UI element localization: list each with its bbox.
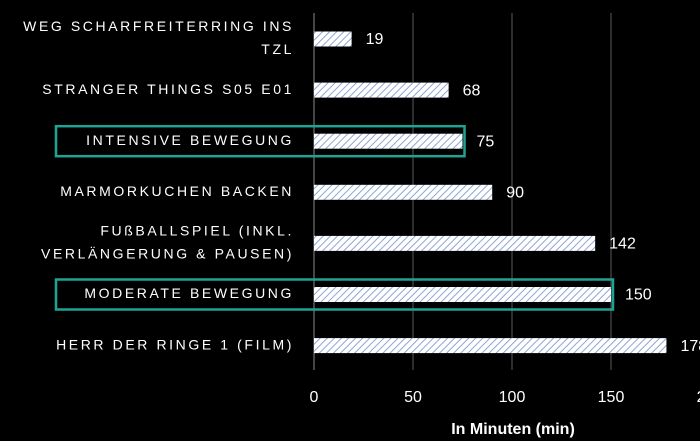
x-tick-label: 50 [404,389,422,406]
value-label: 142 [609,236,636,253]
y-tick-label: MODERATE BEWEGUNG [84,285,294,301]
y-tick-label: HERR DER RINGE 1 (FILM) [56,336,294,352]
value-label: 75 [477,133,495,150]
bar [314,184,493,200]
bar [314,338,667,354]
value-label: 90 [506,185,524,202]
value-label: 19 [366,31,384,48]
x-tick-label: 0 [310,389,319,406]
bar [314,235,596,251]
y-tick-label: FUßBALLSPIEL (INKL. [100,223,294,239]
y-tick-label: WEG SCHARFREITERRING INS [23,18,294,34]
y-tick-label: INTENSIVE BEWEGUNG [86,132,294,148]
y-tick-label: MARMORKUCHEN BACKEN [60,183,294,199]
value-label: 68 [463,82,481,99]
bar [314,31,352,47]
highlight-box [54,124,466,158]
x-tick-label: 200 [697,389,700,406]
bar [314,287,611,302]
value-label: 178 [680,338,700,355]
value-label: 150 [625,287,652,304]
y-tick-label: STRANGER THINGS S05 E01 [42,81,294,97]
x-axis-title: In Minuten (min) [451,421,575,438]
y-tick-label: TZL [261,41,294,57]
highlight-box [54,278,615,311]
x-tick-label: 100 [499,389,526,406]
y-tick-label: VERLÄNGERUNG & PAUSEN) [41,246,294,262]
bar [314,82,449,98]
bar [314,133,463,149]
x-tick-label: 150 [598,389,625,406]
